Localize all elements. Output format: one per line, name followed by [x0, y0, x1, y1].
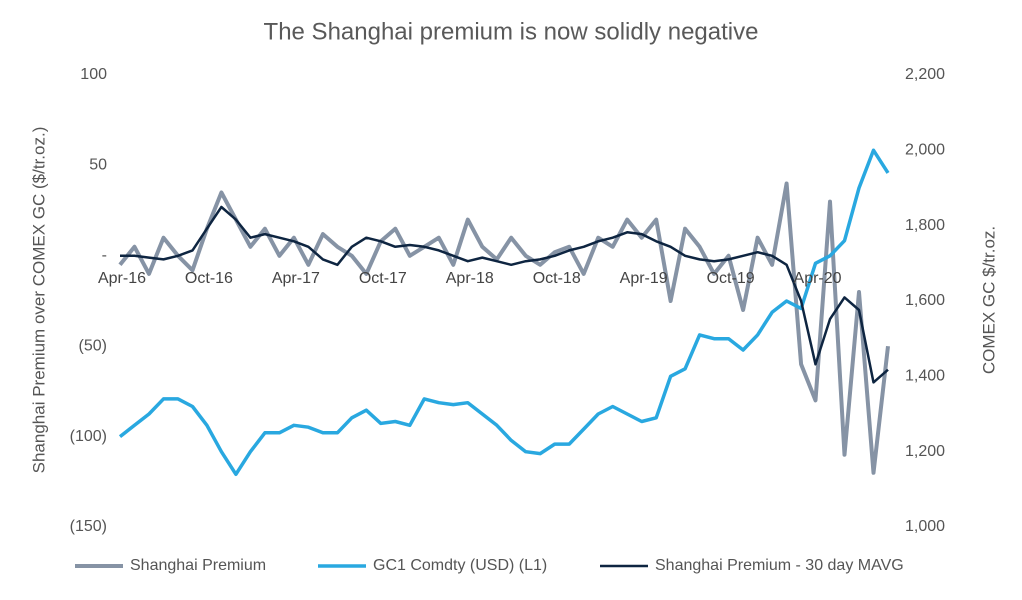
y2-tick-label: 1,000 [905, 518, 945, 535]
y-tick-label: (150) [70, 518, 107, 535]
x-tick-label: Oct-16 [185, 270, 233, 287]
y2-tick-label: 1,400 [905, 368, 945, 385]
legend-label: Shanghai Premium - 30 day MAVG [655, 557, 904, 574]
y-tick-label: (50) [79, 337, 107, 354]
y2-tick-label: 2,000 [905, 142, 945, 159]
x-tick-label: Apr-19 [620, 270, 668, 287]
y-tick-label: 50 [89, 157, 107, 174]
y-axis-label: Shanghai Premium over COMEX GC ($/tr.oz.… [29, 127, 48, 474]
y-tick-label: 100 [80, 66, 107, 83]
x-tick-label: Apr-20 [794, 270, 842, 287]
legend-label: GC1 Comdty (USD) (L1) [373, 557, 547, 574]
y2-tick-label: 1,600 [905, 292, 945, 309]
series-line [120, 205, 889, 384]
chart-title: The Shanghai premium is now solidly nega… [264, 18, 759, 45]
series-line [118, 181, 890, 475]
x-tick-label: Apr-17 [272, 270, 320, 287]
y2-tick-label: 1,200 [905, 443, 945, 460]
x-tick-label: Oct-18 [533, 270, 581, 287]
x-tick-label: Oct-19 [707, 270, 755, 287]
y2-tick-label: 1,800 [905, 217, 945, 234]
x-tick-label: Apr-18 [446, 270, 494, 287]
y2-axis-label: COMEX GC $/tr.oz. [979, 226, 998, 374]
legend-label: Shanghai Premium [130, 557, 266, 574]
x-tick-label: Oct-17 [359, 270, 407, 287]
y2-tick-label: 2,200 [905, 66, 945, 83]
x-tick-label: Apr-16 [98, 270, 146, 287]
y-tick-label: - [102, 247, 107, 264]
series-line [118, 148, 890, 477]
y-tick-label: (100) [70, 428, 107, 445]
